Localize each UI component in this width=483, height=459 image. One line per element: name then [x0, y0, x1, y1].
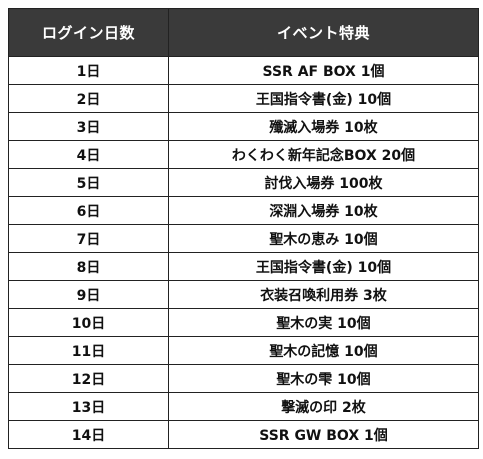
table-row: 9日 衣装召喚利用券 3枚: [8, 280, 479, 309]
day-cell: 10日: [8, 308, 169, 337]
day-cell: 9日: [8, 280, 169, 309]
reward-cell: 王国指令書(金) 10個: [168, 252, 479, 281]
day-cell: 3日: [8, 112, 169, 141]
day-cell: 7日: [8, 224, 169, 253]
login-reward-table: ログイン日数 イベント特典 1日 SSR AF BOX 1個 2日 王国指令書(…: [8, 8, 479, 449]
table-row: 4日 わくわく新年記念BOX 20個: [8, 140, 479, 169]
header-login-days: ログイン日数: [8, 8, 169, 57]
table-row: 8日 王国指令書(金) 10個: [8, 252, 479, 281]
table-row: 7日 聖木の恵み 10個: [8, 224, 479, 253]
reward-cell: 聖木の記憶 10個: [168, 336, 479, 365]
day-cell: 5日: [8, 168, 169, 197]
reward-cell: 聖木の恵み 10個: [168, 224, 479, 253]
header-event-reward: イベント特典: [168, 8, 479, 57]
table-row: 13日 撃滅の印 2枚: [8, 392, 479, 421]
day-cell: 12日: [8, 364, 169, 393]
table-row: 2日 王国指令書(金) 10個: [8, 84, 479, 113]
day-cell: 4日: [8, 140, 169, 169]
day-cell: 13日: [8, 392, 169, 421]
reward-cell: 深淵入場券 10枚: [168, 196, 479, 225]
table-row: 11日 聖木の記憶 10個: [8, 336, 479, 365]
table-body: 1日 SSR AF BOX 1個 2日 王国指令書(金) 10個 3日 殲滅入場…: [8, 56, 479, 449]
table-row: 6日 深淵入場券 10枚: [8, 196, 479, 225]
day-cell: 11日: [8, 336, 169, 365]
reward-cell: わくわく新年記念BOX 20個: [168, 140, 479, 169]
day-cell: 6日: [8, 196, 169, 225]
day-cell: 1日: [8, 56, 169, 85]
reward-cell: 聖木の実 10個: [168, 308, 479, 337]
reward-cell: 殲滅入場券 10枚: [168, 112, 479, 141]
header-row: ログイン日数 イベント特典: [8, 8, 479, 57]
reward-cell: 聖木の雫 10個: [168, 364, 479, 393]
login-reward-table-container: ログイン日数 イベント特典 1日 SSR AF BOX 1個 2日 王国指令書(…: [8, 8, 479, 449]
reward-cell: 衣装召喚利用券 3枚: [168, 280, 479, 309]
reward-cell: SSR GW BOX 1個: [168, 420, 479, 449]
reward-cell: 討伐入場券 100枚: [168, 168, 479, 197]
table-row: 3日 殲滅入場券 10枚: [8, 112, 479, 141]
reward-cell: 撃滅の印 2枚: [168, 392, 479, 421]
reward-cell: 王国指令書(金) 10個: [168, 84, 479, 113]
day-cell: 8日: [8, 252, 169, 281]
table-row: 5日 討伐入場券 100枚: [8, 168, 479, 197]
reward-cell: SSR AF BOX 1個: [168, 56, 479, 85]
table-header: ログイン日数 イベント特典: [8, 8, 479, 57]
day-cell: 2日: [8, 84, 169, 113]
table-row: 1日 SSR AF BOX 1個: [8, 56, 479, 85]
table-row: 12日 聖木の雫 10個: [8, 364, 479, 393]
table-row: 14日 SSR GW BOX 1個: [8, 420, 479, 449]
day-cell: 14日: [8, 420, 169, 449]
table-row: 10日 聖木の実 10個: [8, 308, 479, 337]
